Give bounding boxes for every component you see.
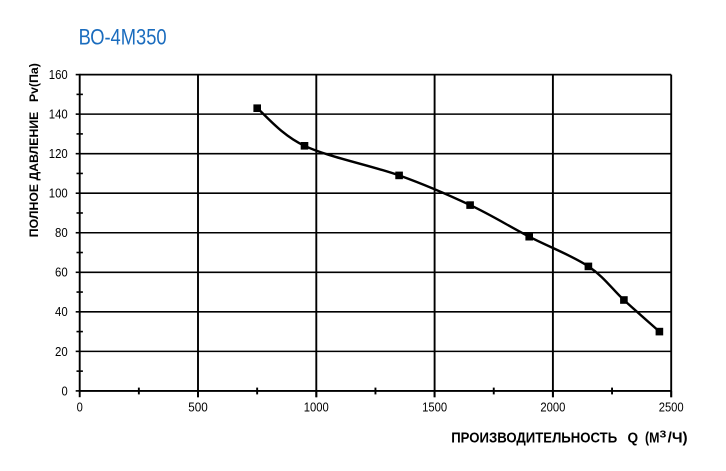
svg-text:ПОЛНОЕ ДАВЛЕНИЕ Pv(Па): ПОЛНОЕ ДАВЛЕНИЕ Pv(Па) [27, 63, 41, 237]
svg-text:20: 20 [55, 345, 68, 359]
svg-text:ВО-4М350: ВО-4М350 [79, 25, 167, 50]
svg-text:80: 80 [55, 226, 68, 240]
svg-text:1500: 1500 [422, 400, 447, 414]
svg-text:120: 120 [49, 147, 68, 161]
svg-text:0: 0 [77, 400, 83, 414]
svg-text:100: 100 [49, 187, 68, 201]
svg-text:2500: 2500 [659, 400, 684, 414]
svg-text:0: 0 [62, 384, 68, 398]
svg-text:140: 140 [49, 108, 68, 122]
svg-text:160: 160 [49, 68, 68, 82]
svg-text:1000: 1000 [304, 400, 329, 414]
svg-text:2000: 2000 [540, 400, 565, 414]
svg-text:40: 40 [55, 305, 68, 319]
svg-text:60: 60 [55, 266, 68, 280]
svg-text:500: 500 [188, 400, 208, 414]
